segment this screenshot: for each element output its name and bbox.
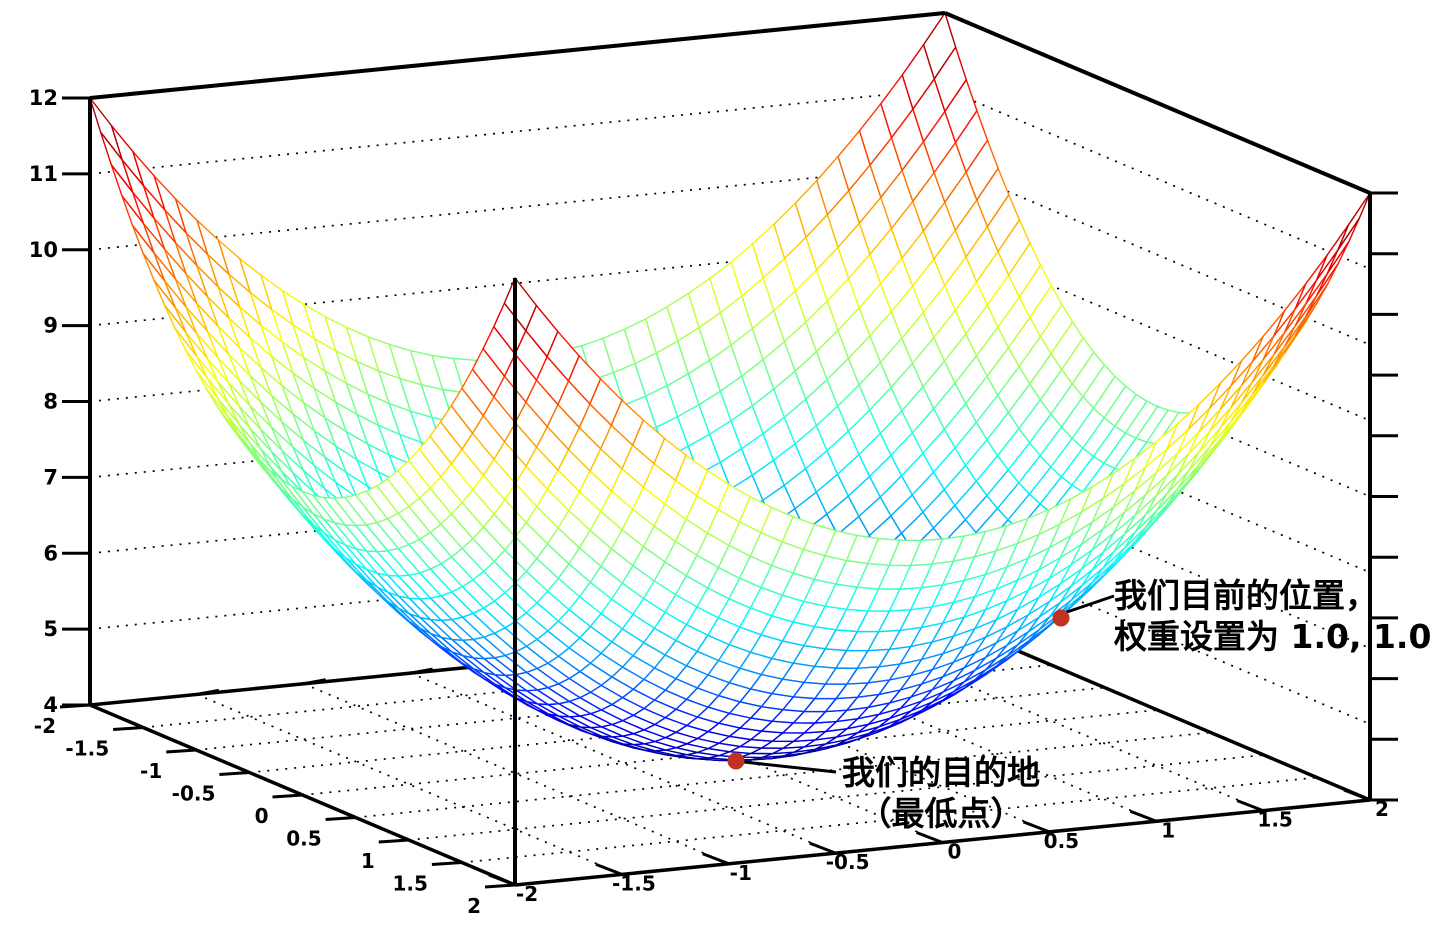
- y-tick: [1236, 799, 1264, 813]
- y-tick-label: -0.5: [826, 850, 870, 874]
- axis-ticks: [59, 96, 1398, 889]
- back-left-tick: [410, 667, 433, 675]
- y-tick: [488, 873, 516, 887]
- x-tick-label: -1: [140, 759, 162, 783]
- y-tick: [915, 831, 944, 844]
- x-tick: [219, 771, 250, 776]
- z-tick-label: 8: [43, 390, 58, 414]
- x-tick: [325, 816, 356, 821]
- x-tick: [431, 861, 462, 866]
- destination-dot-leader-line: [743, 760, 837, 774]
- z-tick-label: 9: [43, 314, 58, 338]
- back-left-tick: [303, 678, 327, 686]
- x-tick-label: -0.5: [172, 782, 216, 806]
- floor-gridline-y: [196, 693, 623, 876]
- surface-mesh: [89, 12, 1371, 762]
- y-tick: [595, 862, 623, 876]
- floor-gridline-x: [408, 754, 1264, 841]
- x-tick: [113, 726, 144, 731]
- z-tick-label: 6: [43, 541, 58, 565]
- z-tick-label: 11: [29, 162, 58, 186]
- y-tick-label: 1: [1161, 818, 1175, 842]
- top-edge-left: [89, 11, 946, 100]
- z-tick-label: 4: [43, 693, 58, 717]
- y-tick-label: 0.5: [1044, 829, 1079, 853]
- annotation-destination-line2: （最低点）: [858, 794, 1024, 833]
- y-tick: [809, 841, 837, 855]
- back-right-tick: [1079, 676, 1105, 689]
- x-tick-label: -1.5: [65, 737, 109, 761]
- y-tick-label: -1.5: [612, 871, 656, 895]
- x-tick: [59, 703, 91, 709]
- annotation-current-line2: 权重设置为 1.0, 1.0: [1114, 617, 1432, 656]
- current-position-dot-leader-line: [1063, 594, 1115, 615]
- x-tick: [166, 748, 197, 754]
- annotation-current-position: 我们目前的位置， 权重设置为 1.0, 1.0: [1114, 575, 1431, 657]
- x-tick-label: -2: [34, 714, 56, 738]
- x-tick-label: 0: [255, 804, 269, 828]
- annotation-markers: [727, 594, 1115, 774]
- x-tick: [484, 883, 516, 889]
- x-tick-label: 2: [467, 894, 481, 918]
- z-tick-label: 7: [43, 465, 58, 489]
- z-tick-label: 10: [29, 238, 58, 262]
- current-position-dot: [1052, 609, 1070, 627]
- x-tick: [378, 838, 409, 844]
- y-tick-label: 2: [1375, 797, 1389, 821]
- y-tick: [1343, 788, 1371, 802]
- y-tick: [1129, 809, 1157, 823]
- z-tick-label: 5: [43, 617, 58, 641]
- back-right-tick: [1292, 766, 1318, 779]
- x-tick-label: 1: [361, 849, 375, 873]
- annotation-destination-line1: 我们的目的地: [842, 753, 1040, 792]
- annotation-destination: 我们的目的地 （最低点）: [842, 752, 1040, 834]
- x-tick-label: 1.5: [392, 872, 427, 896]
- back-right-tick: [1132, 698, 1159, 712]
- y-tick-label: 1.5: [1257, 808, 1292, 832]
- wall-gridline-z11: [89, 88, 1371, 270]
- y-tick-label: -2: [516, 882, 538, 906]
- z-tick-label: 12: [29, 86, 58, 110]
- annotation-current-line1: 我们目前的位置，: [1114, 576, 1378, 615]
- back-right-tick: [1239, 743, 1265, 757]
- y-tick: [1022, 820, 1050, 834]
- back-left-tick: [196, 688, 220, 696]
- back-right-tick: [1026, 653, 1052, 667]
- destination-dot: [727, 752, 745, 770]
- y-tick: [702, 852, 730, 866]
- back-right-tick: [1186, 721, 1212, 734]
- x-tick: [272, 793, 303, 799]
- y-tick-label: 0: [948, 840, 962, 864]
- y-tick-label: -1: [730, 861, 752, 885]
- top-edge-right: [944, 11, 1371, 195]
- x-tick-label: 0.5: [286, 827, 321, 851]
